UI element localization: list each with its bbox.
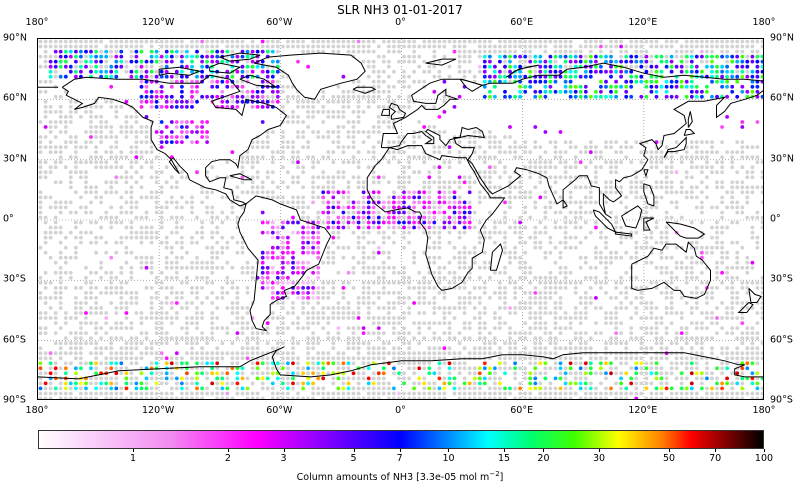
coastlines [38,52,763,380]
y-tick-left: 90°S [3,394,26,406]
chart-title: SLR NH3 01-01-2017 [337,3,463,17]
x-tick-top: 120°W [142,17,175,28]
y-tick-left: 60°S [3,334,26,346]
colorbar-tick-label: 10 [442,453,455,464]
x-tick-bottom: 60°W [266,405,293,416]
y-tick-right: 90°N [770,32,794,44]
y-tick-left: 60°N [3,92,27,104]
x-tick-bottom: 180° [752,405,776,416]
y-tick-left: 30°S [3,273,26,285]
y-tick-left: 30°N [3,153,27,165]
y-tick-left: 90°N [3,32,27,44]
y-tick-right: 30°N [770,153,794,165]
colorbar-tick-mark [353,449,355,452]
colorbar [38,430,764,449]
y-tick-right: 60°N [770,92,794,104]
y-tick-right: 60°S [770,334,793,346]
colorbar-tick-mark [448,449,450,452]
y-tick-right: 90°S [770,394,793,406]
x-tick-top: 120°E [628,17,658,28]
colorbar-tick-label: 100 [754,453,774,464]
x-tick-bottom: 120°E [628,405,658,416]
x-tick-bottom: 0° [395,405,406,416]
colorbar-label-suffix: ] [499,472,504,484]
map-plot-area [37,38,764,400]
x-tick-top: 180° [752,17,776,28]
colorbar-tick-label: 7 [396,453,403,464]
colorbar-tick-mark [283,449,285,452]
x-tick-top: 180° [25,17,49,28]
x-tick-bottom: 120°W [142,405,175,416]
data-dots [38,39,763,399]
colorbar-tick-label: 3 [280,453,287,464]
colorbar-label-text: Column amounts of NH3 [3.3e-05 mol m [296,472,490,484]
x-tick-bottom: 180° [25,405,49,416]
colorbar-tick-label: 50 [662,453,676,464]
colorbar-tick-label: 15 [498,453,511,464]
colorbar-tick-mark [599,449,601,452]
colorbar-tick-mark [227,449,229,452]
y-tick-right: 0° [770,213,781,225]
colorbar-tick-mark [543,449,545,452]
colorbar-tick-label: 1 [129,453,136,464]
y-tick-right: 30°S [770,273,793,285]
colorbar-tick-label: 5 [350,453,357,464]
colorbar-tick-mark [504,449,506,452]
colorbar-tick-label: 70 [709,453,722,464]
x-tick-top: 60°W [266,17,293,28]
colorbar-tick-label: 30 [592,453,606,464]
colorbar-tick-mark [399,449,401,452]
x-tick-bottom: 60°E [510,405,534,416]
y-tick-left: 0° [3,213,14,225]
colorbar-label-exponent: −2 [489,470,500,478]
x-tick-top: 0° [395,17,406,28]
map-svg [38,39,763,399]
colorbar-tick-label: 20 [537,453,550,464]
x-tick-top: 60°E [510,17,534,28]
colorbar-tick-mark [715,449,717,452]
colorbar-tick-label: 2 [224,453,231,464]
colorbar-tick-mark [669,449,671,452]
colorbar-label: Column amounts of NH3 [3.3e-05 mol m−2] [0,470,800,483]
colorbar-tick-mark [764,449,765,452]
colorbar-tick-mark [132,449,134,452]
